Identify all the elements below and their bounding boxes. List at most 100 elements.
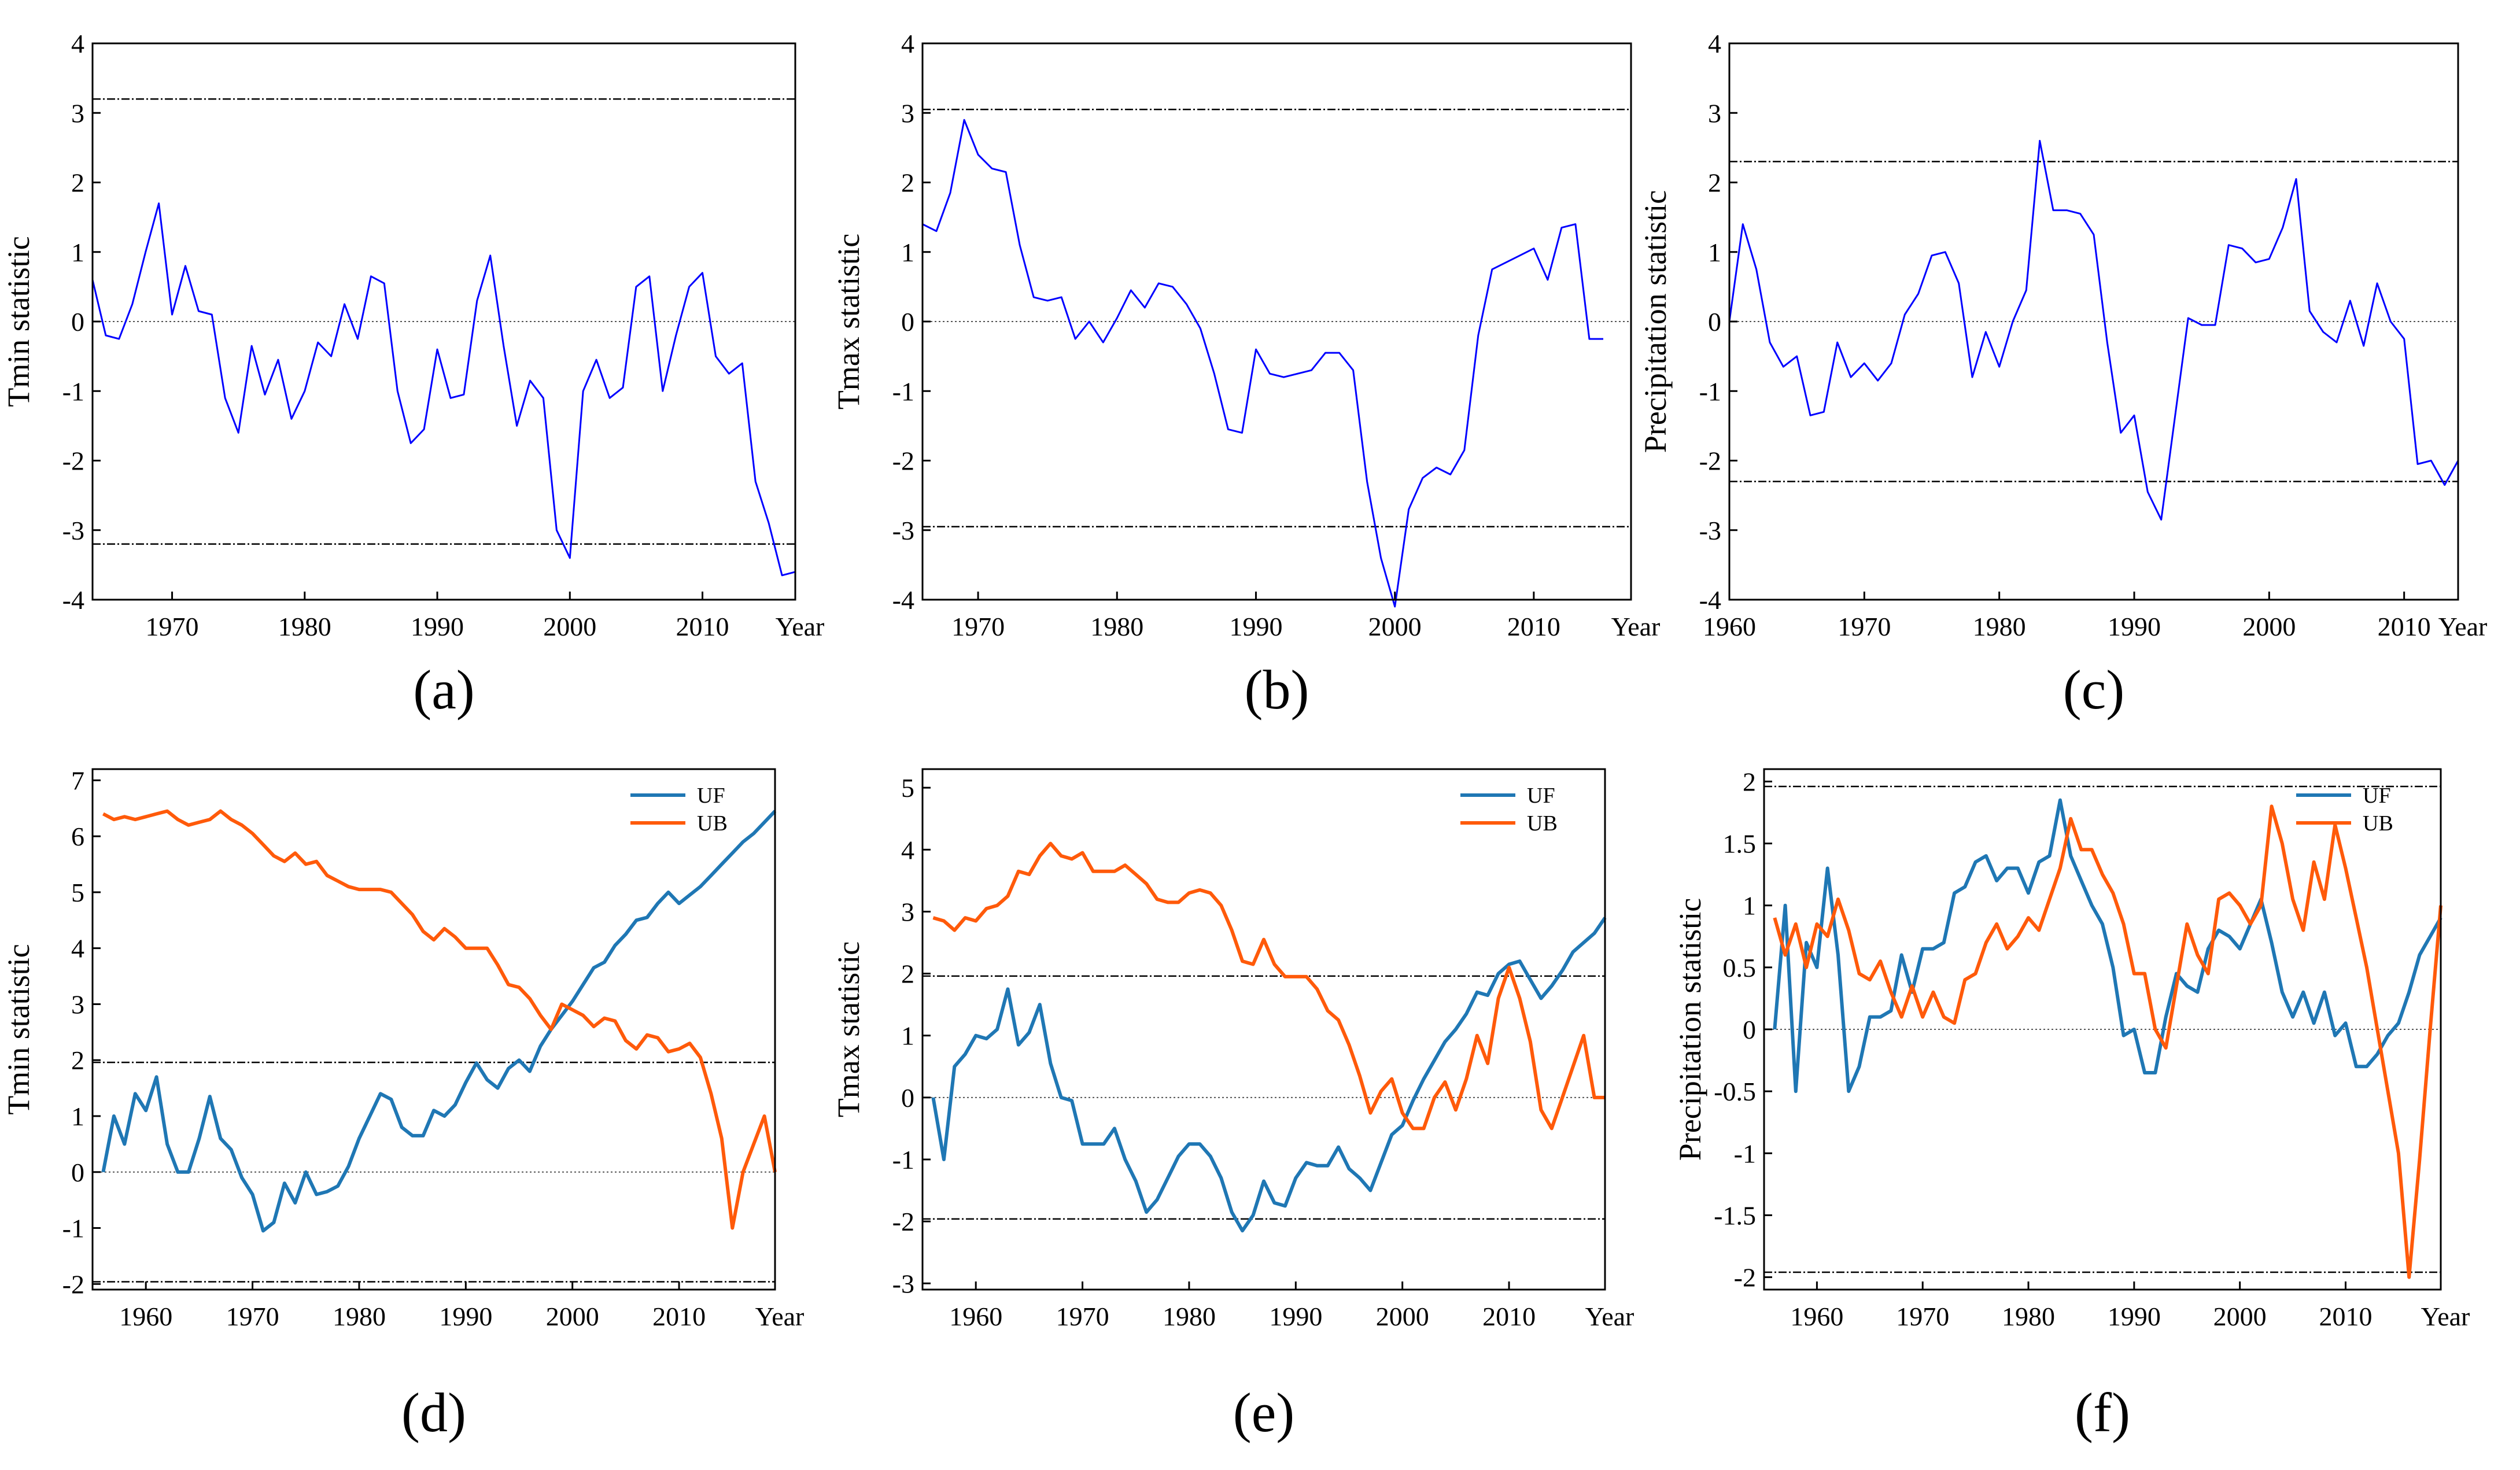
y-tick-label: 1 [901, 1021, 914, 1051]
x-tick-label: 1970 [1056, 1302, 1109, 1331]
x-tick-label: 1990 [2108, 612, 2161, 641]
y-tick-label: -3 [1699, 516, 1721, 545]
x-axis-end-label: Year [1585, 1302, 1635, 1331]
legend-label-uf: UF [2363, 784, 2391, 808]
series-line-ub [1773, 804, 2442, 1279]
y-tick-label: 0 [901, 1083, 914, 1113]
x-axis-end-label: Year [755, 1302, 805, 1331]
y-axis-label: Tmin statistic [1, 236, 36, 407]
y-tick-label: 2 [71, 168, 84, 198]
y-tick-label: 5 [71, 878, 84, 907]
x-tick-label: 2000 [2213, 1302, 2267, 1331]
y-tick-label: 1 [1743, 891, 1756, 921]
y-tick-label: -2 [62, 1269, 84, 1299]
panel-label: (b) [1245, 659, 1309, 721]
y-tick-label: -2 [892, 446, 914, 476]
legend-label-uf: UF [1527, 784, 1555, 808]
panel-e: -3 -2 -1 0 1 2 3 4 5 1960 1970 1980 1990 2000 2010 Year… [831, 768, 1635, 1443]
y-tick-label: -4 [892, 585, 914, 615]
legend-label-uf: UF [697, 784, 725, 808]
x-tick-label: 2010 [1482, 1302, 1536, 1331]
x-tick-label: 1960 [119, 1302, 172, 1331]
x-tick-label: 2010 [652, 1302, 706, 1331]
y-tick-label: 2 [1708, 168, 1721, 198]
y-tick-label: -3 [892, 1269, 914, 1298]
x-tick-label: 1980 [278, 612, 331, 641]
panel-f: -2 -1.5 -1 -0.5 0 0.5 1 1.5 2 1960 1970 1980 1990 200… [1673, 767, 2470, 1443]
series-line-tmin [91, 202, 796, 577]
y-tick-label: 3 [901, 897, 914, 926]
x-tick-label: 2010 [2378, 612, 2431, 641]
y-tick-label: -0.5 [1714, 1077, 1756, 1106]
y-tick-label: 3 [1708, 98, 1721, 128]
x-tick-label: 1960 [949, 1302, 1002, 1331]
x-tick-label: 1980 [1090, 612, 1143, 641]
panel-label: (f) [2075, 1382, 2130, 1443]
y-tick-label: 4 [71, 934, 84, 963]
y-tick-label: -2 [892, 1207, 914, 1236]
plot-frame [921, 768, 1606, 1291]
y-tick-label: 4 [901, 29, 914, 58]
y-tick-label: -3 [62, 516, 84, 545]
panel-label: (a) [413, 659, 475, 721]
x-tick-label: 1990 [439, 1302, 492, 1331]
y-tick-label: 6 [71, 822, 84, 851]
x-tick-label: 1990 [2108, 1302, 2161, 1331]
x-tick-label: 1960 [1790, 1302, 1843, 1331]
x-tick-label: 2010 [2319, 1302, 2372, 1331]
y-tick-label: 0 [71, 1158, 84, 1187]
y-tick-label: 4 [901, 835, 914, 865]
x-tick-label: 1990 [411, 612, 464, 641]
y-tick-label: -1 [1734, 1139, 1756, 1168]
y-tick-label: -1 [62, 1214, 84, 1243]
panel-d: -2 -1 0 1 2 3 4 5 6 7 1960 1970 1980 1990 2000 2010 Year… [1, 766, 804, 1443]
legend: UF UB [2296, 784, 2393, 836]
panel-label: (c) [2063, 659, 2125, 721]
x-tick-label: 1980 [2002, 1302, 2055, 1331]
x-tick-label: 1980 [333, 1302, 386, 1331]
y-tick-label: 0 [1743, 1015, 1756, 1044]
y-tick-label: 0 [901, 307, 914, 337]
y-tick-label: 1.5 [1723, 829, 1757, 859]
y-tick-label: -2 [1699, 446, 1721, 476]
x-tick-label: 2010 [676, 612, 729, 641]
x-tick-label: 1980 [1163, 1302, 1216, 1331]
y-tick-label: -4 [1699, 585, 1721, 615]
y-tick-label: -2 [62, 446, 84, 476]
legend: UF UB [630, 784, 728, 836]
x-tick-label: 1970 [1838, 612, 1891, 641]
y-tick-label: 1 [71, 1102, 84, 1131]
series-line-tmax [922, 119, 1603, 608]
y-axis-label: Tmax statistic [831, 941, 866, 1117]
y-tick-label: -1.5 [1714, 1201, 1756, 1230]
y-tick-label: 2 [901, 959, 914, 989]
y-tick-label: 2 [901, 168, 914, 198]
y-tick-label: 2 [1743, 767, 1756, 796]
x-axis-end-label: Year [2421, 1302, 2470, 1331]
y-tick-label: -3 [892, 516, 914, 545]
y-axis-label: Tmax statistic [831, 234, 866, 409]
panel-b: -4 -3 -2 -1 0 1 2 3 4 1970 1980 1990 2000 2010 Year Tma… [831, 29, 1660, 721]
panel-a: -4 -3 -2 -1 0 1 2 3 4 1970 1980 1990 2000 2010 Year Tmi… [1, 29, 824, 721]
legend-label-ub: UB [2363, 811, 2393, 836]
y-tick-label: -2 [1734, 1263, 1756, 1292]
series-line-ub [102, 809, 777, 1230]
series-line-ub [932, 841, 1605, 1131]
series-line-uf [931, 917, 1607, 1233]
x-tick-label: 2000 [543, 612, 596, 641]
panel-label: (e) [1233, 1382, 1295, 1443]
y-tick-label: -1 [892, 1145, 914, 1174]
legend-label-ub: UB [1527, 811, 1558, 836]
y-tick-label: 3 [71, 989, 84, 1019]
y-tick-label: 3 [71, 98, 84, 128]
series-line-precipitation [1728, 139, 2459, 521]
x-tick-label: 1990 [1229, 612, 1282, 641]
legend-label-ub: UB [697, 811, 728, 836]
y-tick-label: 1 [71, 238, 84, 267]
y-tick-label: -4 [62, 585, 84, 615]
y-tick-label: 3 [901, 98, 914, 128]
x-tick-label: 1970 [1896, 1302, 1949, 1331]
x-tick-label: 1960 [1703, 612, 1756, 641]
x-axis-end-label: Year [776, 612, 825, 641]
